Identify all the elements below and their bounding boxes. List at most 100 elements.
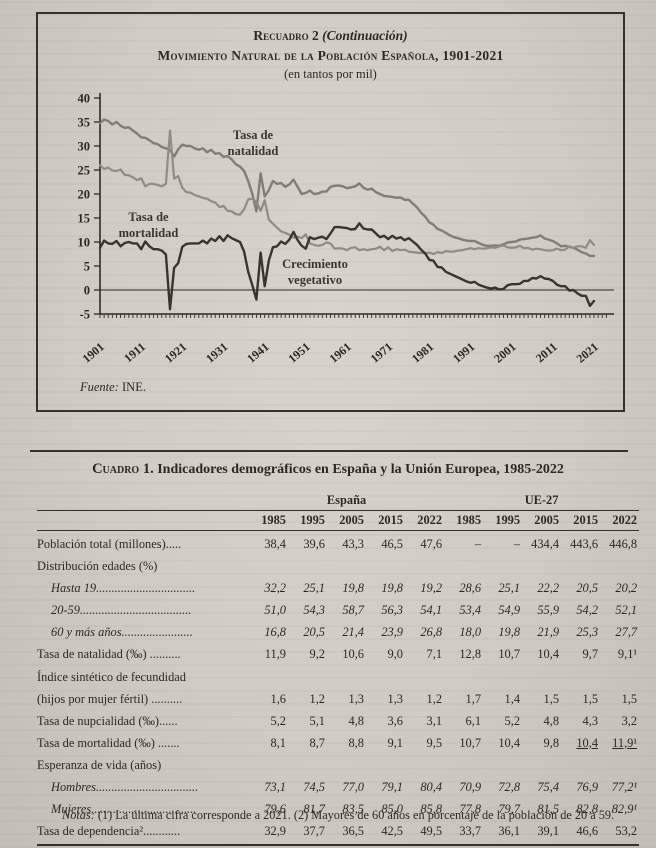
cell-value [366,555,405,577]
cell-value: 8,8 [348,735,365,750]
cell-value: 58,7 [342,603,364,618]
cell-value: 77,2¹ [611,780,638,795]
cell-value: 54,3 [303,603,325,618]
cell-value: 4,3 [582,713,599,728]
cell-value: 33,7 [444,820,484,847]
cell-value: 46,5 [381,537,403,551]
cell-value [249,754,288,776]
cell-value: 51,0 [264,603,286,618]
cell-value: 10,4 [498,735,521,750]
y-tick-label: 30 [78,140,91,154]
cell-value [366,666,405,688]
cell-value: 25,1 [303,581,325,596]
cell-value: 10,7 [498,647,521,662]
cell-value: 19,8 [498,625,521,640]
row-label: Índice sintético de fecundidad [37,669,186,684]
table-row: Tasa de mortalidad (‰) ....... 8,1 8,7 8,8 9… [37,732,639,754]
year-header: 1985 [249,510,288,531]
cell-value: 85,0 [381,802,403,817]
cell-value [561,754,600,776]
row-label: Tasa de dependencia²............ [37,820,249,847]
cell-value: 1,6 [270,691,287,706]
cell-value [444,666,483,688]
cell-value: 20,5 [576,581,599,596]
cell-value: 4,8 [348,713,365,728]
cell-value: 56,3 [381,603,403,618]
row-label: Distribución edades (%) [37,559,158,574]
cell-value [600,555,639,577]
cell-value: 20,5 [303,625,325,640]
table-row: Hasta 19................................… [37,577,639,599]
cell-value: 52,1 [615,603,638,618]
cell-value: 23,9 [381,625,403,640]
cell-value [249,555,288,577]
cell-value: 8,1 [270,735,287,750]
cell-value: 47,6 [420,537,443,551]
x-tick-label: 1981 [409,340,436,366]
cell-value: 72,8 [498,780,521,795]
cell-value [600,754,639,776]
cell-value: 32,2 [264,581,286,596]
cell-value: 1,7 [465,691,482,706]
cell-value: 5,2 [270,713,287,728]
cell-value: 20,2 [615,581,638,596]
x-tick-label: 2011 [533,340,560,366]
figure-kicker-continuation: (Continuación) [322,28,408,43]
cell-value: 1,5 [582,691,599,706]
cell-value: 70,9 [459,780,482,795]
cell-value: 12,8 [459,647,482,662]
cell-value: 55,9 [537,603,560,618]
cell-value: 25,1 [498,581,521,596]
cell-value: 19,8 [381,581,403,596]
x-tick-label: 1941 [244,340,271,366]
x-tick-label: 1911 [121,340,148,366]
cell-value: – [513,537,521,551]
table-row: Población total (millones)..... 38,4 39,6 4… [37,531,639,556]
cell-value: 53,4 [459,603,482,618]
cell-value: 5,2 [504,713,521,728]
cell-value: 83,5 [342,802,364,817]
x-tick-label: 1971 [368,340,395,366]
cell-value: 82,8 [576,802,599,817]
y-tick-label: 10 [78,236,91,250]
cell-value [405,555,444,577]
cell-value: 9,8 [543,735,560,750]
y-tick-label: 25 [78,164,91,178]
cell-value: 74,5 [303,780,325,795]
cell-value: 39,6 [303,537,325,551]
cell-value: 76,9 [576,780,599,795]
cell-value: – [474,537,482,551]
cell-value: 32,9 [249,820,288,847]
figure-source: Fuente: INE. [80,380,146,395]
cell-value: 81,7 [303,802,325,817]
row-label: Hasta 19................................ [51,581,196,596]
y-tick-label: -5 [80,308,90,322]
table-row: Mujeres.................................… [37,798,639,820]
cell-value: 18,0 [459,625,482,640]
cell-value: 85,8 [420,802,443,817]
x-tick-label: 2001 [491,340,518,366]
year-header: 1995 [483,510,523,531]
cell-value: 9,0 [387,647,404,662]
cell-value: 9,7 [582,647,599,662]
cell-value: 79,1 [381,780,403,795]
cell-value: 1,3 [387,691,404,706]
cell-value [522,754,561,776]
cell-value: 10,4 [576,735,599,750]
cell-value [483,555,522,577]
annotation-natalidad-label: Tasa de natalidad [227,128,279,158]
cell-value [327,555,366,577]
cell-value: 21,9 [537,625,560,640]
cell-value: 4,8 [543,713,560,728]
row-label: (hijos por mujer fértil) .......... [37,691,183,706]
cell-value: 9,1 [387,735,404,750]
cell-value: 82,9¹ [611,802,638,817]
table-head: España UE-27 1985 1995 2005 2015 2022 1985 1995 2… [37,492,640,531]
source-value: INE. [118,380,146,394]
cell-value [405,666,444,688]
cell-value [561,555,600,577]
cell-value: 79,7 [498,802,521,817]
cell-value: 1,2 [309,691,326,706]
cell-value [444,555,483,577]
